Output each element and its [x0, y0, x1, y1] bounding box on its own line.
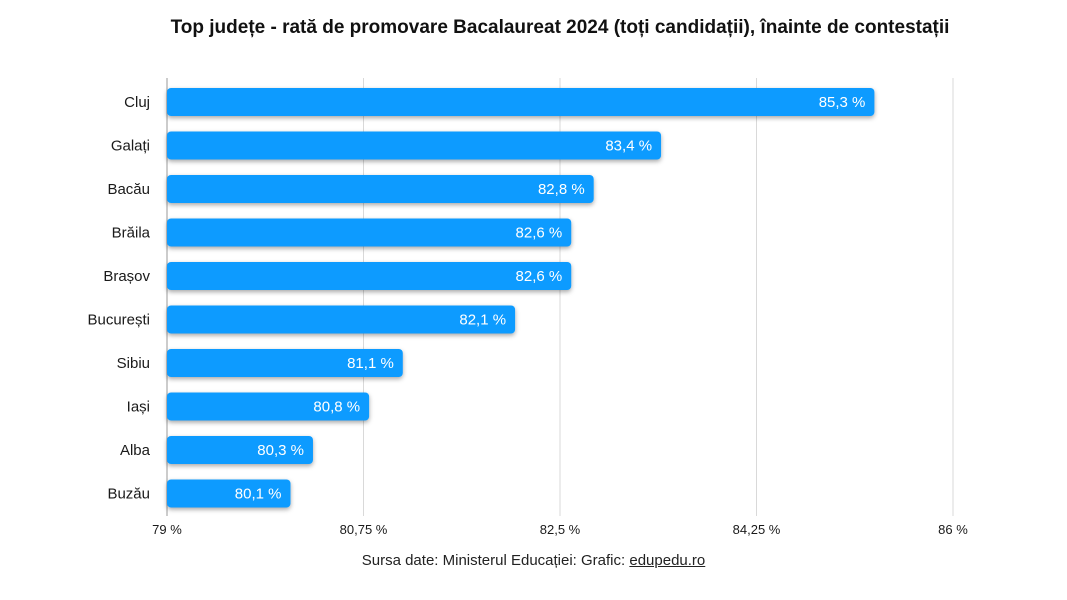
- bar: [167, 392, 370, 421]
- category-labels: Cluj Galați Bacău Brăila Brașov București Sibi…: [87, 94, 150, 503]
- source-text: Sursa date: Ministerul Educației: Grafic…: [361, 552, 630, 569]
- bar-chart: 85,3 % 83,4 % 82,8 % 82,6 % 82,6 % 82,1 % 81,1…: [87, 78, 968, 537]
- bar-value-label: 82,1 %: [459, 312, 506, 329]
- category-label: București: [87, 312, 150, 329]
- bar-value-label: 80,3 %: [257, 442, 304, 459]
- bar: [167, 218, 572, 247]
- bar-value-label: 82,8 %: [538, 181, 585, 198]
- bar: [167, 88, 875, 116]
- bar: [167, 436, 313, 464]
- bar-value-label: 80,8 %: [313, 399, 360, 416]
- x-tick-label: 80,75 %: [340, 522, 388, 537]
- source-link[interactable]: edupedu.ro: [629, 552, 706, 569]
- category-label: Alba: [120, 442, 151, 459]
- bar: [167, 349, 403, 377]
- bar-value-label: 81,1 %: [347, 355, 394, 372]
- bar: [167, 305, 516, 334]
- x-axis-ticks: 79 % 80,75 % 82,5 % 84,25 % 86 %: [152, 522, 968, 537]
- category-label: Iași: [127, 399, 150, 416]
- category-label: Brașov: [103, 268, 150, 285]
- bar: [167, 175, 594, 203]
- bar-value-label: 82,6 %: [516, 268, 563, 285]
- x-tick-label: 84,25 %: [733, 522, 781, 537]
- category-label: Brăila: [112, 225, 151, 242]
- bar: [167, 479, 291, 508]
- category-label: Cluj: [124, 94, 150, 111]
- category-label: Sibiu: [117, 355, 150, 372]
- bars: 85,3 % 83,4 % 82,8 % 82,6 % 82,6 % 82,1 % 81,1…: [167, 88, 875, 508]
- bar: [167, 131, 662, 160]
- category-label: Galați: [111, 138, 150, 155]
- x-tick-label: 82,5 %: [540, 522, 581, 537]
- category-label: Buzău: [107, 486, 150, 503]
- source-note: Sursa date: Ministerul Educației: Grafic…: [0, 552, 1067, 569]
- x-tick-label: 86 %: [938, 522, 968, 537]
- bar: [167, 262, 572, 290]
- bar-value-label: 80,1 %: [235, 486, 282, 503]
- chart-title: Top județe - rată de promovare Bacalaure…: [170, 17, 950, 38]
- bar-value-label: 83,4 %: [605, 138, 652, 155]
- bar-value-label: 82,6 %: [516, 225, 563, 242]
- x-tick-label: 79 %: [152, 522, 182, 537]
- category-label: Bacău: [107, 181, 150, 198]
- bar-value-label: 85,3 %: [819, 94, 866, 111]
